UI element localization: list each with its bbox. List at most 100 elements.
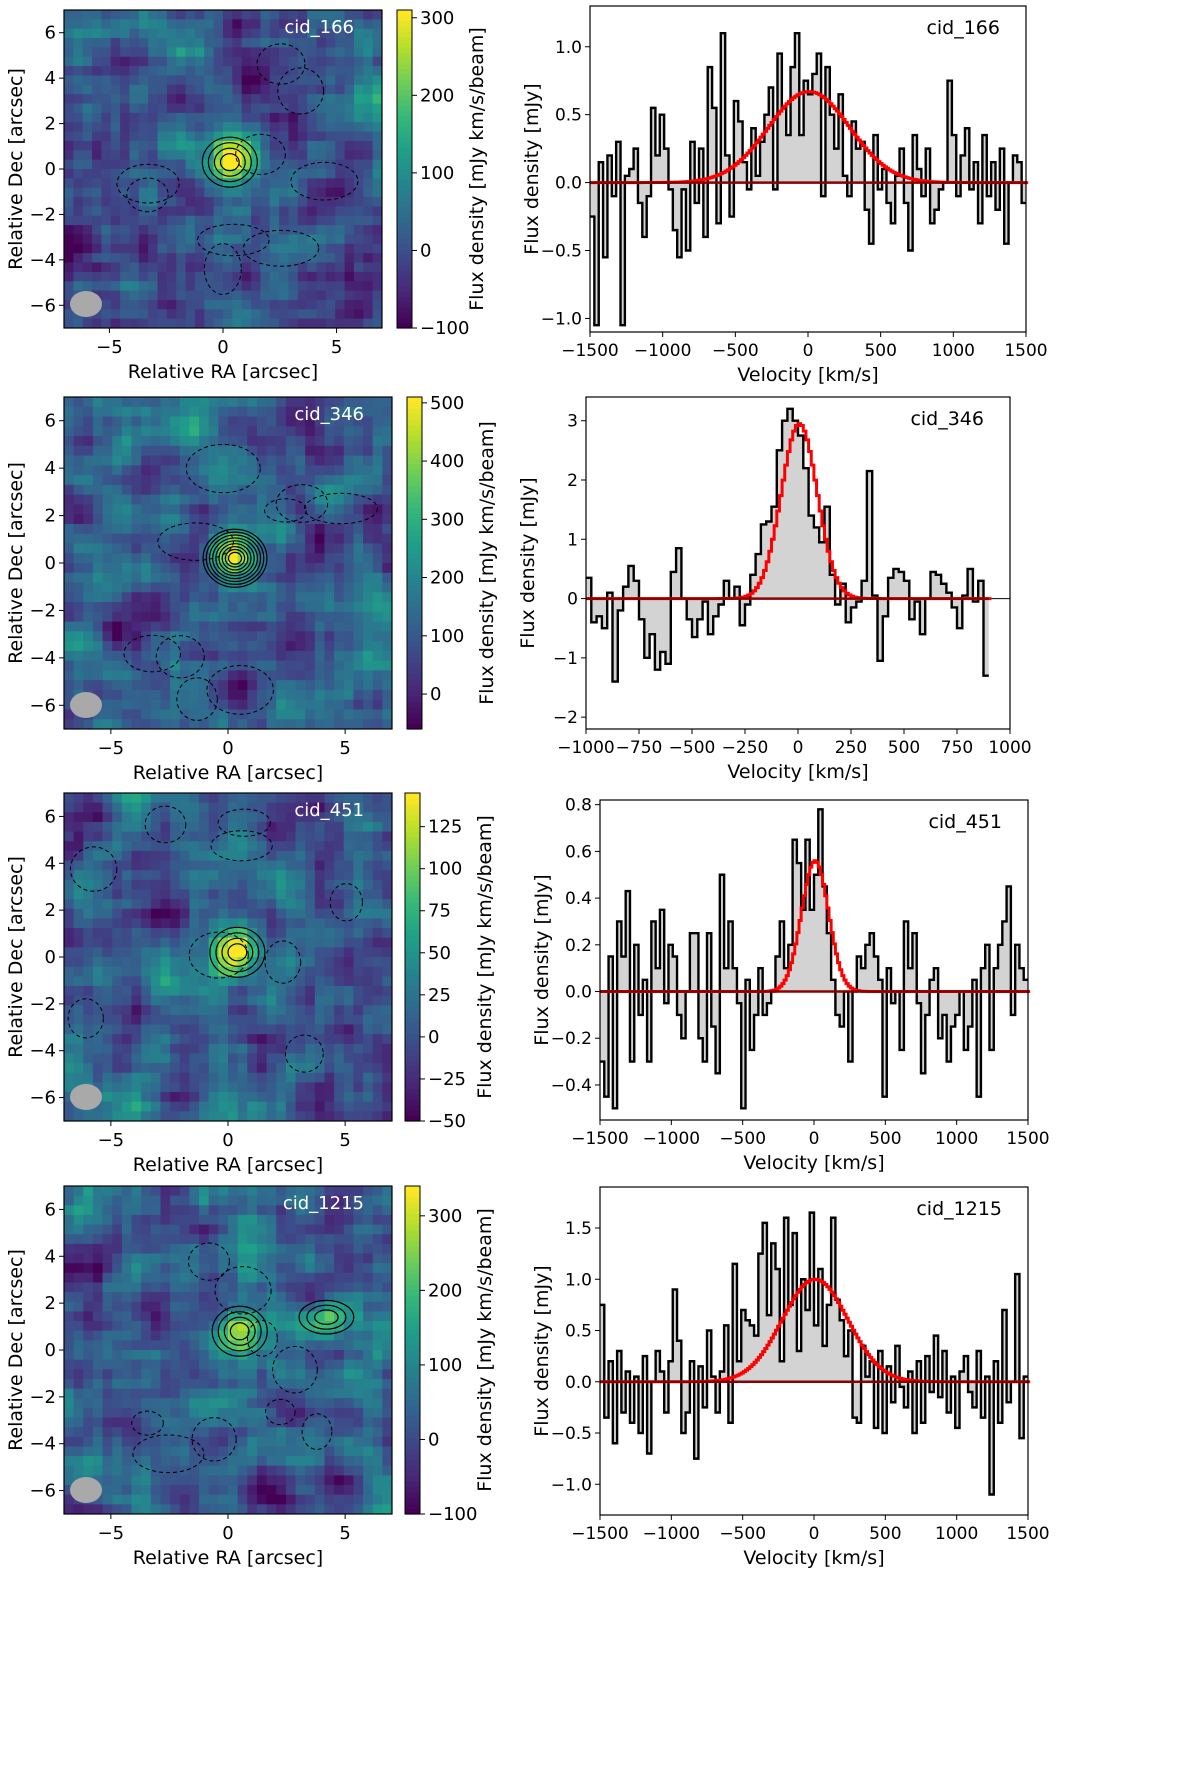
- map-pixel: [199, 947, 210, 958]
- map-pixel: [179, 1243, 191, 1255]
- map-pixel: [343, 821, 355, 833]
- map-pixel: [266, 533, 277, 545]
- map-pixel: [138, 38, 149, 49]
- map-pixel: [334, 985, 345, 997]
- map-pixel: [189, 631, 200, 642]
- map-pixel: [120, 187, 131, 198]
- map-pixel: [314, 533, 326, 545]
- map-pixel: [353, 103, 364, 114]
- map-pixel: [213, 112, 224, 123]
- map-pixel: [166, 262, 177, 273]
- map-pixel: [305, 947, 316, 958]
- map-pixel: [285, 1234, 297, 1245]
- map-pixel: [170, 1205, 181, 1216]
- map-pixel: [150, 1253, 162, 1264]
- map-pixel: [297, 94, 308, 105]
- map-pixel: [256, 1243, 268, 1255]
- map-pixel: [179, 908, 191, 920]
- map-pixel: [83, 1436, 94, 1448]
- map-pixel: [179, 850, 191, 862]
- map-pixel: [194, 234, 205, 245]
- map-pixel: [316, 66, 327, 77]
- map-pixel: [228, 650, 239, 662]
- map-pixel: [64, 84, 74, 95]
- map-pixel: [316, 131, 327, 142]
- map-pixel: [343, 455, 355, 466]
- map-pixel: [247, 1205, 258, 1216]
- map-pixel: [170, 514, 181, 525]
- map-pixel: [208, 436, 219, 447]
- map-pixel: [314, 1272, 326, 1284]
- map-pixel: [160, 1330, 171, 1341]
- colorbar-segment: [397, 158, 412, 165]
- map-pixel: [92, 976, 104, 987]
- map-pixel: [314, 670, 326, 681]
- colorbar-tick-label: 0: [428, 1027, 439, 1048]
- map-pixel: [73, 660, 84, 672]
- map-pixel: [335, 187, 346, 198]
- map-pixel: [102, 821, 113, 833]
- map-pixel: [266, 436, 277, 447]
- map-pixel: [208, 533, 219, 545]
- colorbar-segment: [397, 84, 412, 91]
- map-pixel: [131, 1092, 142, 1103]
- map-pixel: [363, 122, 374, 133]
- map-pixel: [237, 976, 248, 987]
- map-pixel: [170, 957, 181, 968]
- map-pixel: [266, 1101, 277, 1112]
- map-pixel: [372, 445, 383, 457]
- map-pixel: [324, 899, 335, 910]
- map-pixel: [141, 455, 152, 466]
- map-pixel: [73, 1378, 84, 1390]
- map-pixel: [92, 28, 103, 39]
- map-pixel: [316, 262, 327, 273]
- map-pixel: [285, 1205, 297, 1216]
- map-pixel: [285, 416, 297, 427]
- x-axis-label: Relative RA [arcsec]: [133, 1154, 323, 1176]
- map-pixel: [237, 947, 248, 958]
- map-pixel: [353, 1253, 364, 1264]
- map-pixel: [285, 445, 297, 457]
- map-pixel: [324, 680, 335, 691]
- map-pixel: [334, 879, 345, 891]
- map-pixel: [343, 1186, 355, 1197]
- map-pixel: [82, 28, 93, 39]
- map-pixel: [247, 1195, 258, 1206]
- map-pixel: [232, 159, 243, 170]
- map-pixel: [344, 19, 355, 30]
- map-pixel: [305, 1475, 316, 1486]
- map-pixel: [305, 793, 316, 804]
- map-pixel: [129, 10, 140, 20]
- map-pixel: [228, 484, 239, 496]
- map-pixel: [314, 1398, 326, 1409]
- map-pixel: [170, 611, 181, 623]
- map-pixel: [199, 1330, 210, 1341]
- map-pixel: [160, 1282, 171, 1293]
- map-pixel: [305, 918, 316, 929]
- map-pixel: [141, 831, 152, 842]
- map-pixel: [199, 1272, 210, 1284]
- map-pixel: [372, 215, 382, 226]
- colorbar-segment: [405, 836, 420, 843]
- map-pixel: [276, 572, 287, 584]
- map-pixel: [334, 1340, 345, 1351]
- map-pixel: [316, 234, 327, 245]
- map-pixel: [73, 957, 84, 968]
- map-pixel: [297, 103, 308, 114]
- map-pixel: [194, 47, 205, 58]
- map-pixel: [372, 140, 382, 151]
- map-pixel: [324, 966, 335, 977]
- map-pixel: [170, 465, 181, 476]
- map-pixel: [305, 821, 316, 833]
- colorbar-segment: [397, 15, 412, 22]
- map-pixel: [185, 112, 196, 123]
- map-pixel: [138, 178, 149, 189]
- map-pixel: [372, 821, 383, 833]
- map-pixel: [266, 1024, 277, 1035]
- map-pixel: [64, 1053, 75, 1064]
- map-pixel: [266, 1359, 277, 1370]
- map-pixel: [64, 1407, 75, 1419]
- map-pixel: [141, 1388, 152, 1399]
- map-pixel: [382, 436, 392, 447]
- map-pixel: [102, 1456, 113, 1467]
